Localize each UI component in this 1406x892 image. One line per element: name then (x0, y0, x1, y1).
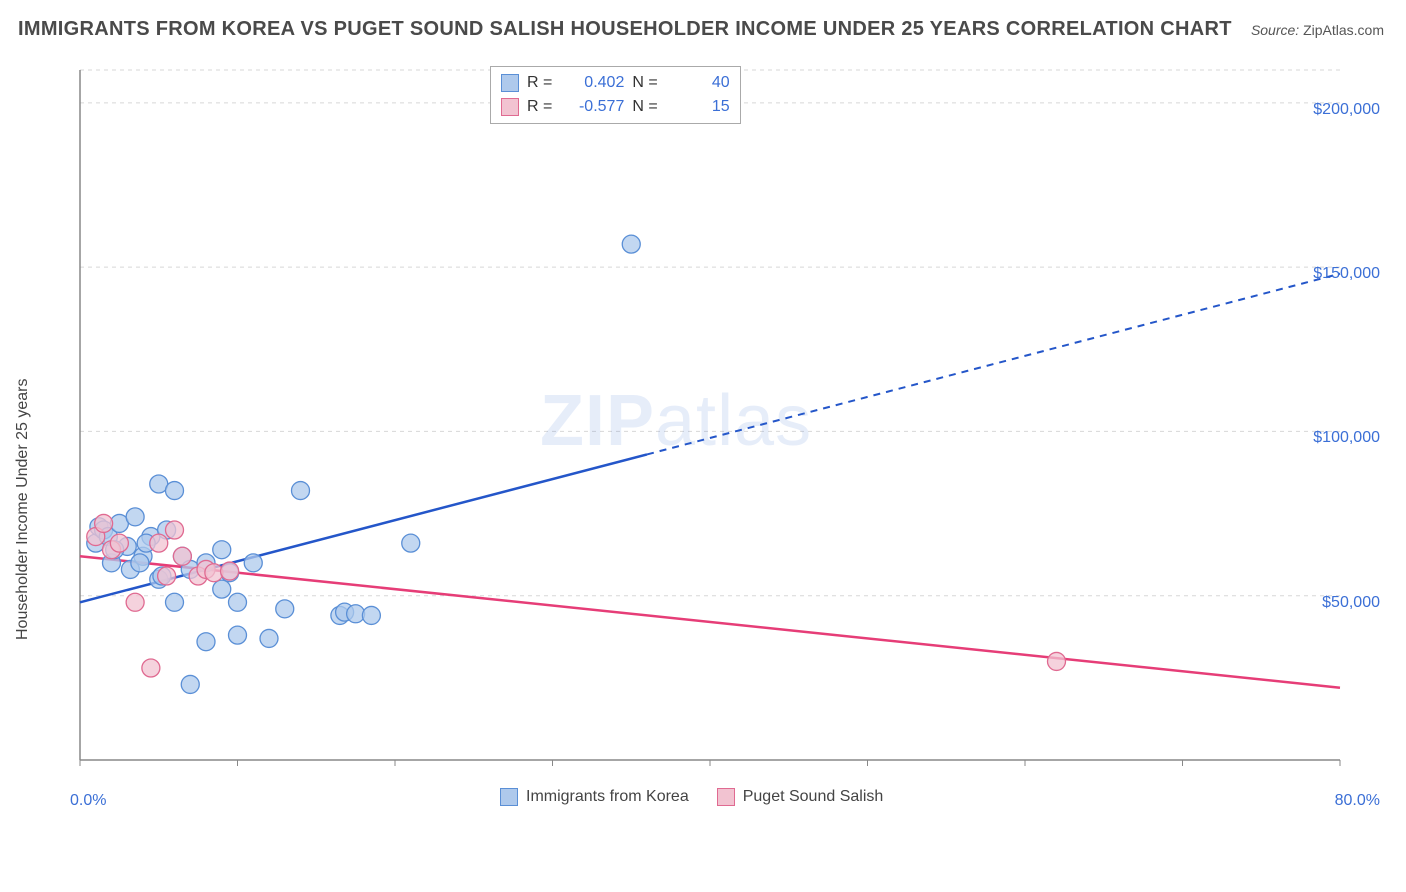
y-tick-label: $150,000 (1313, 265, 1380, 283)
swatch-icon (501, 74, 519, 92)
x-min-label: 0.0% (70, 792, 106, 810)
legend-item: Immigrants from Korea (500, 788, 689, 806)
correlation-stats-box: R = 0.402 N = 40 R = -0.577 N = 15 (490, 66, 741, 124)
r-label: R = (527, 95, 552, 119)
r-value: 0.402 (560, 71, 624, 95)
n-label: N = (632, 71, 657, 95)
n-value: 15 (666, 95, 730, 119)
chart-plot-area: ZIPatlas R = 0.402 N = 40 R = -0.577 N =… (60, 60, 1380, 820)
legend-label: Immigrants from Korea (526, 788, 689, 806)
n-label: N = (632, 95, 657, 119)
r-value: -0.577 (560, 95, 624, 119)
source-value: ZipAtlas.com (1303, 22, 1384, 38)
chart-svg (60, 60, 1380, 820)
swatch-icon (501, 98, 519, 116)
x-max-label: 80.0% (1335, 792, 1380, 810)
y-tick-label: $200,000 (1313, 101, 1380, 119)
y-tick-label: $50,000 (1322, 594, 1380, 612)
y-axis-label: Householder Income Under 25 years (14, 379, 32, 640)
swatch-icon (500, 788, 518, 806)
swatch-icon (717, 788, 735, 806)
legend-item: Puget Sound Salish (717, 788, 884, 806)
legend-label: Puget Sound Salish (743, 788, 884, 806)
y-tick-label: $100,000 (1313, 429, 1380, 447)
stats-row: R = 0.402 N = 40 (501, 71, 730, 95)
series-legend: Immigrants from Korea Puget Sound Salish (500, 788, 883, 806)
stats-row: R = -0.577 N = 15 (501, 95, 730, 119)
source-label: Source: (1251, 22, 1299, 38)
n-value: 40 (666, 71, 730, 95)
chart-title: IMMIGRANTS FROM KOREA VS PUGET SOUND SAL… (18, 18, 1232, 41)
r-label: R = (527, 71, 552, 95)
source-attribution: Source: ZipAtlas.com (1251, 22, 1384, 38)
